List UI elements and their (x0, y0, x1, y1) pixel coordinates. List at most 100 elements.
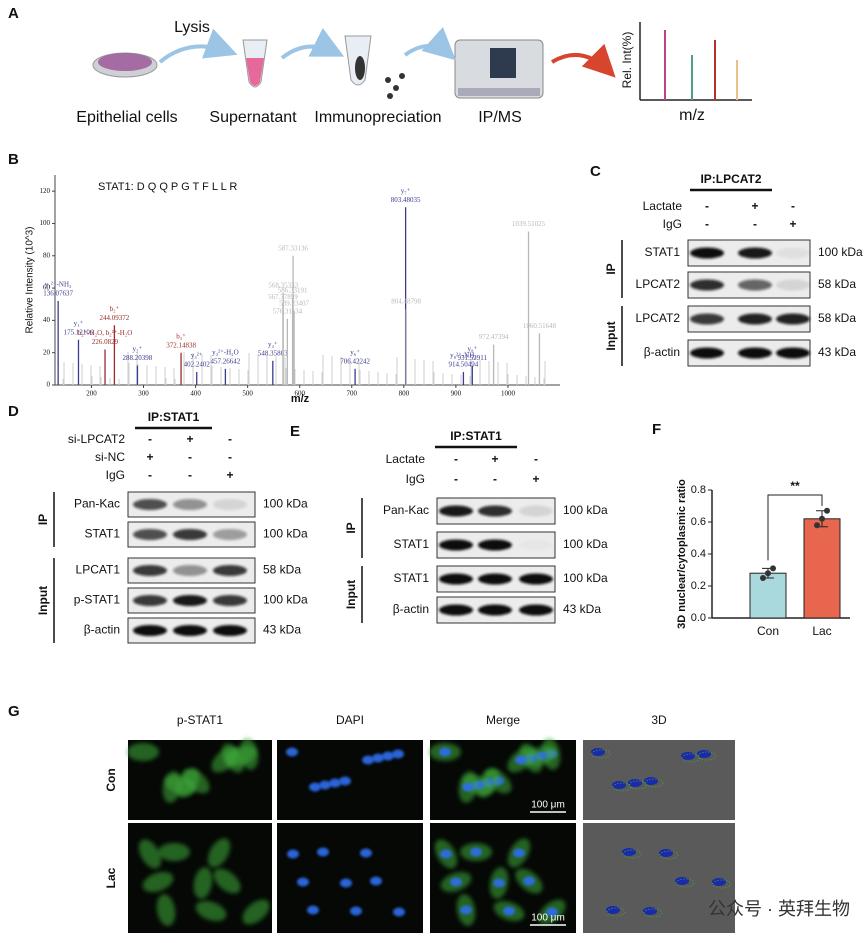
significance: ** (790, 479, 800, 493)
peak-label: 457.26642 (211, 357, 241, 365)
ion-label: y₄⁺ (268, 340, 278, 348)
cytoplasm-3d (643, 908, 663, 918)
x-tick-label: 200 (86, 390, 97, 398)
nucleus (393, 907, 405, 917)
y-tick-label: 0.2 (691, 580, 706, 592)
blot-band (439, 539, 473, 551)
condition-sign: - (228, 450, 232, 464)
group-label: Input (36, 586, 50, 615)
ion-label: y₁²⁺-NH₃ (45, 281, 72, 289)
blot-band (478, 505, 512, 517)
row-label: LPCAT2 (636, 277, 681, 291)
nucleus-3d (591, 748, 605, 756)
condition-sign: - (454, 472, 458, 486)
size-label: 43 kDa (563, 602, 601, 616)
ip-title: IP:STAT1 (450, 429, 502, 443)
row-label: STAT1 (393, 571, 429, 585)
nucleus (309, 782, 321, 792)
ip-title: IP:LPCAT2 (700, 172, 761, 186)
nucleus (439, 747, 451, 757)
y-tick-label: 0.6 (691, 516, 706, 528)
size-label: 100 kDa (563, 571, 608, 585)
row-label: Lac (104, 867, 118, 888)
condition-sign: - (493, 472, 497, 486)
nucleus-3d (612, 781, 626, 789)
blot-band (133, 595, 167, 606)
nucleus (515, 755, 527, 765)
group-label: IP (604, 263, 618, 274)
axis-label: m/z (679, 107, 705, 124)
condition-label: IgG (663, 217, 682, 231)
nucleus (339, 776, 351, 786)
scale-label: 100 μm (531, 800, 565, 811)
row-label: β-actin (644, 345, 680, 359)
peak-label: 372.14838 (166, 341, 196, 349)
ion-label: y₈⁺ (467, 345, 477, 353)
nucleus (440, 849, 452, 859)
peak-label: 914.50494 (449, 361, 479, 369)
bar (749, 572, 787, 619)
nucleus (392, 749, 404, 759)
blot-band (173, 625, 207, 636)
nucleus (460, 905, 472, 915)
size-label: 100 kDa (563, 537, 608, 551)
blot-band (690, 347, 724, 359)
y-tick-label: 80 (43, 251, 51, 259)
blot-band (439, 505, 473, 517)
x-tick-label: 300 (138, 390, 149, 398)
group-label: IP (344, 522, 358, 533)
peak-label: 568.35333 (268, 282, 298, 290)
data-point (760, 575, 766, 581)
peak-label: 972.47394 (479, 333, 509, 341)
blot-band (173, 529, 207, 540)
group-label: Input (604, 321, 618, 350)
condition-sign: - (148, 432, 152, 446)
condition-sign: + (146, 450, 153, 464)
row-label: STAT1 (393, 537, 429, 551)
x-tick-label: 500 (242, 390, 253, 398)
ion-label: y₈²⁺-NH₃ (450, 352, 477, 360)
blot-band (133, 625, 167, 636)
blot-band (738, 279, 772, 291)
nucleus (340, 878, 352, 888)
nucleus (319, 780, 331, 790)
peak-label: 402.2402 (184, 361, 211, 369)
cytoplasm-3d (675, 878, 695, 888)
condition-sign: - (228, 432, 232, 446)
watermark: 公众号 · 英拜生物 (708, 899, 850, 919)
blot-band (213, 499, 247, 510)
x-tick-label: 400 (190, 390, 201, 398)
data-point (814, 522, 820, 529)
condition-label: si-NC (95, 450, 125, 464)
blot-band (776, 347, 810, 359)
ion-label: y₂⁺ (133, 345, 143, 353)
condition-sign: - (705, 199, 709, 213)
cell (213, 868, 241, 894)
cell (156, 894, 176, 926)
step-label: Immunopreciation (314, 109, 441, 126)
peak-label: 803.48035 (391, 196, 421, 204)
nucleus (329, 778, 341, 788)
data-point (770, 565, 776, 572)
x-tick-label: 600 (294, 390, 305, 398)
cytoplasm-3d (712, 879, 732, 889)
blot-band (213, 595, 247, 606)
blot-band (173, 499, 207, 510)
blot-band (738, 347, 772, 359)
axis-label: Relative Intensity (10^3) (25, 227, 36, 334)
y-tick-label: 60 (43, 284, 51, 292)
blot-band (213, 529, 247, 540)
cell (142, 871, 174, 893)
ip-title: IP:STAT1 (148, 410, 200, 424)
condition-label: IgG (406, 472, 425, 486)
peak-label: 226.0829 (92, 338, 119, 346)
ion-label: y₁⁺ (74, 319, 84, 327)
blot-band (690, 279, 724, 291)
nucleus (450, 877, 462, 887)
axis-label: 3D nuclear/cytoplasmic ratio (676, 479, 688, 629)
nucleus (470, 847, 482, 857)
ion-label: b₂⁺-H₂O, b₂²⁺-H₂O (78, 329, 133, 337)
x-tick-label: 1000 (501, 390, 516, 398)
blot-band (133, 499, 167, 510)
row-label: STAT1 (644, 245, 680, 259)
